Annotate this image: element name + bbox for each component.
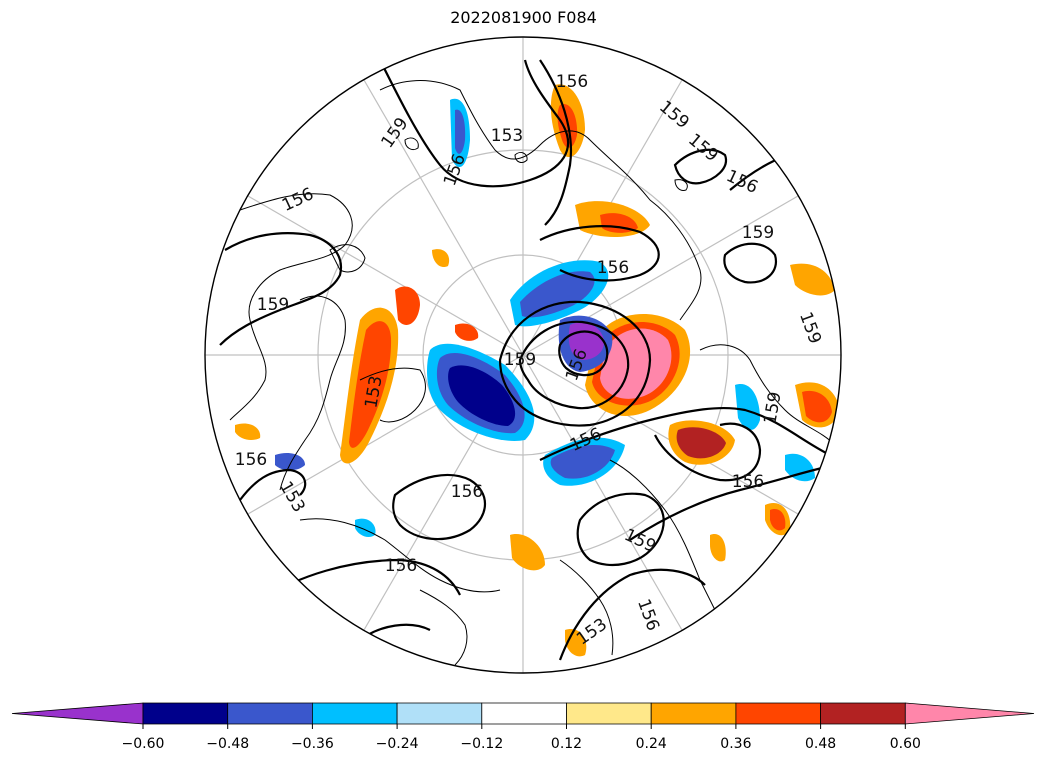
colorbar-tick-label: 0.60 <box>889 736 921 752</box>
contour-label: 159 <box>504 350 536 370</box>
colorbar-extend-high <box>904 702 1035 725</box>
anomaly-fills <box>235 84 840 657</box>
map-title: 2022081900 F084 <box>450 8 597 27</box>
colorbar-bin <box>566 702 652 725</box>
contour-label: 156 <box>451 482 483 502</box>
colorbar-extend-low <box>11 702 144 725</box>
contour-label: 156 <box>385 556 417 576</box>
contour-label: 153 <box>491 126 523 146</box>
map-boundary <box>204 36 842 674</box>
colorbar-bin <box>142 702 229 725</box>
colorbar-tick-label: −0.24 <box>375 736 419 752</box>
colorbar-bin <box>481 702 567 725</box>
contour-label: 156 <box>556 72 588 92</box>
colorbar-tick-label: 0.48 <box>805 736 837 752</box>
colorbar-tick-label: 0.24 <box>635 736 667 752</box>
contour-label: 156 <box>235 450 267 470</box>
colorbar-tick-label: −0.60 <box>121 736 165 752</box>
colorbar-tick-label: −0.36 <box>290 736 334 752</box>
contour-label: 156 <box>597 258 629 278</box>
colorbar-bin <box>650 702 737 725</box>
colorbar-bin <box>227 702 313 725</box>
colorbar-tick-label: 0.36 <box>720 736 752 752</box>
contour-label: 156 <box>732 472 764 492</box>
colorbar-tick-label: −0.48 <box>206 736 250 752</box>
contour-label: 159 <box>257 295 289 315</box>
contour-label: 159 <box>742 223 774 243</box>
colorbar-bin <box>735 702 821 725</box>
colorbar-tick-label: −0.12 <box>460 736 504 752</box>
colorbar-tick-label: 0.12 <box>550 736 583 752</box>
colorbar-bin <box>311 702 398 725</box>
colorbar-bin <box>820 702 906 725</box>
colorbar-bin <box>396 702 483 725</box>
